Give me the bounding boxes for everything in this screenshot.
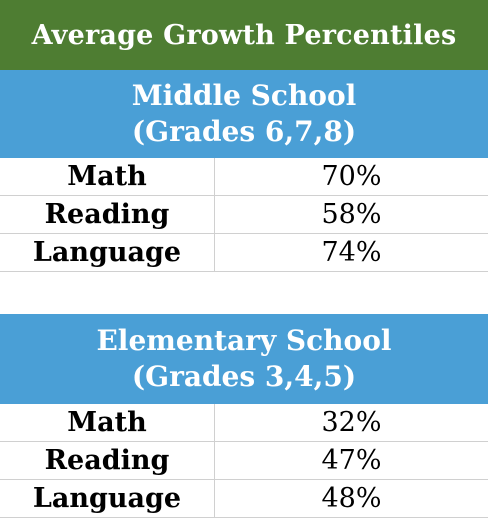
table-row: Math 32% (0, 404, 488, 442)
section-grades: (Grades 3,4,5) (132, 359, 356, 395)
middle-school-table: Math 70% Reading 58% Language 74% (0, 158, 488, 272)
subject-label: Math (0, 404, 215, 442)
percentile-value: 32% (215, 404, 488, 442)
subject-label: Math (0, 158, 215, 196)
subject-label: Reading (0, 442, 215, 480)
table-row: Language 48% (0, 480, 488, 518)
table-row: Reading 47% (0, 442, 488, 480)
subject-label: Language (0, 234, 215, 272)
elementary-school-table: Math 32% Reading 47% Language 48% (0, 404, 488, 518)
table-row: Language 74% (0, 234, 488, 272)
percentile-value: 47% (215, 442, 488, 480)
percentile-value: 58% (215, 196, 488, 234)
section-grades: (Grades 6,7,8) (132, 114, 356, 150)
subject-label: Language (0, 480, 215, 518)
percentile-value: 48% (215, 480, 488, 518)
page-title: Average Growth Percentiles (0, 0, 488, 70)
section-title: Middle School (132, 78, 357, 114)
section-header-elementary-school: Elementary School (Grades 3,4,5) (0, 314, 488, 404)
percentile-value: 70% (215, 158, 488, 196)
section-header-middle-school: Middle School (Grades 6,7,8) (0, 70, 488, 158)
subject-label: Reading (0, 196, 215, 234)
percentile-value: 74% (215, 234, 488, 272)
table-row: Math 70% (0, 158, 488, 196)
section-divider (0, 272, 488, 314)
section-title: Elementary School (96, 323, 391, 359)
table-row: Reading 58% (0, 196, 488, 234)
